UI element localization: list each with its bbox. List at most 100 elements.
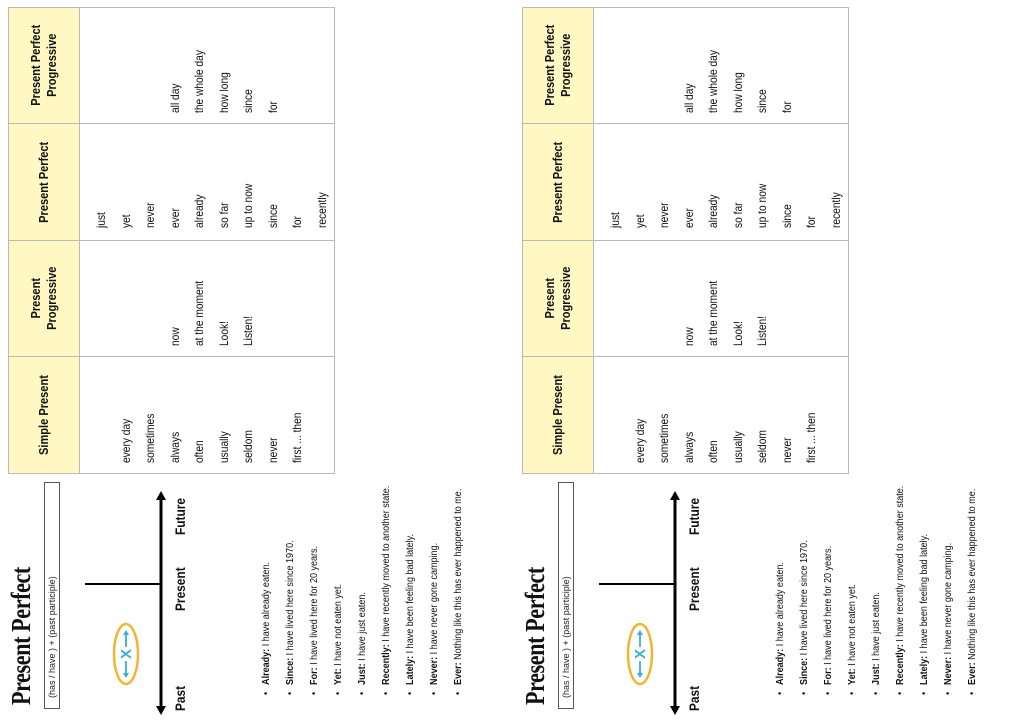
signal-word: since [265,204,280,228]
example-item: Yet: I have not eaten yet. [326,489,350,695]
signal-word: often [192,440,206,463]
marker-right-arrowhead-icon [637,630,643,635]
example-item: Ever: Nothing like this has ever happene… [446,489,470,695]
example-item: Lately: I have been feeling bad lately. [398,489,422,695]
example-sentence: Nothing like this has ever happened to m… [452,488,464,663]
formula-text: (has / have ) + (past participle) [561,576,571,698]
label-past: Past [686,685,702,711]
example-item: Never: I have never gone camping. [422,489,446,695]
signal-word [652,24,677,114]
signal-word: always [167,431,182,463]
signal-word: how long [730,72,745,114]
example-term: Since: [798,657,810,685]
column-header-simple-present: Simple Present [522,357,594,474]
example-sentence: I have been feeling bad lately. [918,534,930,656]
example-item: Yet: I have not eaten yet. [840,489,864,695]
signal-word: up to now [241,183,255,228]
signal-word-list: every day sometimes always often usually seld… [89,358,310,474]
example-item: Since: I have lived here since 1970. [792,489,816,695]
example-sentence: I have lived here since 1970. [798,540,810,658]
page-title: Present Perfect [520,567,550,705]
example-term: Recently: [380,644,392,685]
example-sentence: I have recently moved to another state. [380,485,392,645]
signal-word: first ... then [290,412,304,463]
example-sentence: I have lived here for 20 years. [822,545,834,668]
formula-box: (has / have ) + (past participle) [44,482,60,709]
timeline-right-arrow-icon [670,491,680,500]
example-sentence: I have never gone camping. [942,542,954,657]
example-term: Ever: [966,662,978,685]
timeline: X Past Present Future [60,463,190,723]
example-term: Lately: [918,655,930,685]
signal-word: Listen! [241,316,255,347]
time-span-ellipse [626,622,654,686]
example-term: Already: [260,648,272,685]
signal-word [138,24,163,114]
signal-word: never [657,202,671,228]
signal-word: never [265,437,280,463]
signal-word: all day [167,84,182,114]
timeline-left-arrow-icon [670,706,680,715]
example-sentence: I have not eaten yet. [846,584,858,669]
page-title: Present Perfect [6,567,36,705]
column-header-present-perfect-progressive: Present Perfect Progressive [8,7,80,124]
example-term: Yet: [332,668,344,685]
signal-word: never [779,437,794,463]
signal-word: now [167,327,182,347]
signal-word [652,257,677,347]
worksheet-content: Present Perfect (has / have ) + (past pa… [0,0,510,723]
signal-word [603,24,628,114]
example-sentence: I have not eaten yet. [332,584,344,669]
signal-word: Listen! [755,316,769,347]
example-term: Just: [356,663,368,685]
example-item: Already: I have already eaten. [768,489,792,695]
column-header-label: Present Perfect [550,141,565,223]
example-item: Already: I have already eaten. [254,489,278,695]
example-sentence: I have never gone camping. [428,542,440,657]
signal-word: up to now [755,183,769,228]
signal-word: the whole day [192,50,206,114]
signal-word: never [143,202,157,228]
column-cell-present-perfect-progressive: all day the whole day how long since for [593,7,849,124]
signal-word: now [681,327,696,347]
column-header-label: Present Perfect Progressive [28,25,59,107]
signal-word [114,257,139,347]
signal-word: at the moment [706,281,720,347]
column-cell-present-perfect: just yet never ever already so far up to now si… [593,124,849,241]
column-header-present-perfect: Present Perfect [522,124,594,241]
signal-word-list: all day the whole day how long since for [603,8,799,124]
signal-word: recently [314,192,329,228]
column-header-label: Present Progressive [542,267,573,331]
signal-words-table: Simple Present Present Progressive Present… [522,7,849,474]
signal-word: ever [167,208,182,228]
signal-word [114,24,139,114]
signal-word: often [706,440,720,463]
column-cell-present-progressive: now at the moment Look! Listen! [79,240,335,357]
example-item: For: I have lived here for 20 years. [816,489,840,695]
example-term: Never: [942,656,954,685]
example-list: Already: I have already eaten.Since: I h… [254,455,470,695]
signal-word [603,257,628,347]
signal-word: for [804,216,818,228]
time-span-ellipse [112,622,140,686]
column-cell-present-perfect: just yet never ever already so far up to now si… [79,124,335,241]
signal-word: just [94,212,108,228]
column-cell-simple-present: every day sometimes always often usually seld… [79,357,335,474]
signal-word [138,257,163,347]
example-item: For: I have lived here for 20 years. [302,489,326,695]
example-item: Lately: I have been feeling bad lately. [912,489,936,695]
example-term: Already: [774,648,786,685]
example-sentence: I have lived here for 20 years. [308,545,320,668]
column-cell-present-progressive: now at the moment Look! Listen! [593,240,849,357]
column-header-label: Present Perfect Progressive [542,25,573,107]
signal-word: every day [118,418,133,463]
marker-right-arrowhead-icon [123,630,129,635]
example-term: Yet: [846,668,858,685]
column-header-present-progressive: Present Progressive [522,240,594,357]
signal-word: for [290,216,304,228]
signal-word: for [779,101,794,114]
column-cell-simple-present: every day sometimes always often usually seld… [593,357,849,474]
example-sentence: I have recently moved to another state. [894,485,906,645]
column-header-label: Simple Present [550,375,565,456]
